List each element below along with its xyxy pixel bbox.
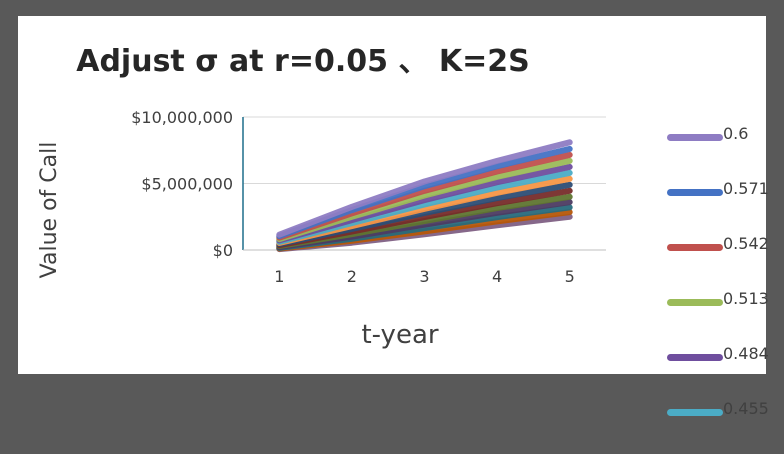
legend-label-1: 0.571 xyxy=(723,179,769,198)
legend-label-2: 0.542 xyxy=(723,234,769,253)
legend-swatch-5 xyxy=(667,409,723,416)
x-axis-label: t-year xyxy=(361,320,439,350)
x-tick-label-0: 1 xyxy=(274,267,284,286)
x-tick-label-4: 5 xyxy=(565,267,575,286)
chart-area: Adjust σ at r=0.05 、 K=2S Value of Call … xyxy=(18,16,769,418)
legend-label-5: 0.455 xyxy=(723,399,769,418)
legend-swatch-2 xyxy=(667,244,723,251)
x-tick-label-2: 3 xyxy=(419,267,429,286)
x-tick-label-3: 4 xyxy=(492,267,502,286)
x-tick-label-1: 2 xyxy=(347,267,357,286)
legend-label-3: 0.513 xyxy=(723,289,769,308)
legend-label-4: 0.484 xyxy=(723,344,769,363)
y-tick-label-0: $0 xyxy=(213,241,233,260)
series-line-0 xyxy=(276,139,573,238)
legend-swatch-3 xyxy=(667,299,723,306)
plot-area: $0 $5,000,000 $10,000,000 1 2 3 4 5 xyxy=(131,108,606,286)
y-tick-label-2: $10,000,000 xyxy=(131,108,233,127)
legend-swatch-4 xyxy=(667,354,723,361)
chart-frame: Adjust σ at r=0.05 、 K=2S Value of Call … xyxy=(18,16,769,418)
y-tick-label-1: $5,000,000 xyxy=(141,175,233,194)
legend-label-0: 0.6 xyxy=(723,124,749,143)
legend-swatch-1 xyxy=(667,189,723,196)
chart-title: Adjust σ at r=0.05 、 K=2S xyxy=(76,44,530,79)
legend-swatch-0 xyxy=(667,134,723,141)
